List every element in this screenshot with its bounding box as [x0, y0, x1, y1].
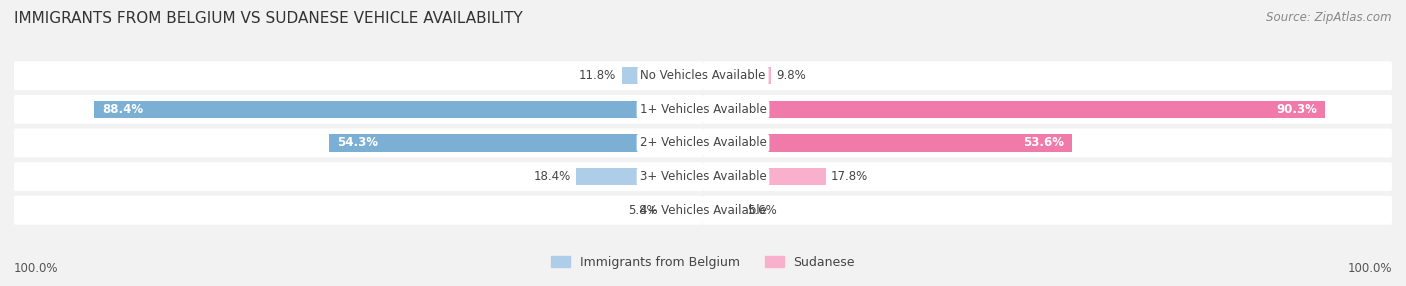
Text: 5.8%: 5.8% — [628, 204, 658, 217]
FancyBboxPatch shape — [703, 162, 1392, 191]
Text: 17.8%: 17.8% — [831, 170, 869, 183]
Text: 100.0%: 100.0% — [14, 262, 59, 275]
FancyBboxPatch shape — [14, 128, 703, 158]
Text: 100.0%: 100.0% — [1347, 262, 1392, 275]
Text: No Vehicles Available: No Vehicles Available — [640, 69, 766, 82]
FancyBboxPatch shape — [14, 61, 703, 90]
FancyBboxPatch shape — [703, 95, 1392, 124]
Text: 53.6%: 53.6% — [1024, 136, 1064, 150]
Text: Source: ZipAtlas.com: Source: ZipAtlas.com — [1267, 11, 1392, 24]
Bar — [703, 67, 770, 84]
Bar — [94, 101, 703, 118]
Text: 90.3%: 90.3% — [1277, 103, 1317, 116]
Bar — [703, 168, 825, 185]
Text: 54.3%: 54.3% — [337, 136, 378, 150]
FancyBboxPatch shape — [703, 196, 1392, 225]
Bar — [703, 202, 741, 219]
Text: 1+ Vehicles Available: 1+ Vehicles Available — [640, 103, 766, 116]
Text: 3+ Vehicles Available: 3+ Vehicles Available — [640, 170, 766, 183]
FancyBboxPatch shape — [703, 128, 1392, 158]
Text: 88.4%: 88.4% — [103, 103, 143, 116]
FancyBboxPatch shape — [14, 95, 703, 124]
Text: 9.8%: 9.8% — [776, 69, 806, 82]
Text: 2+ Vehicles Available: 2+ Vehicles Available — [640, 136, 766, 150]
Text: IMMIGRANTS FROM BELGIUM VS SUDANESE VEHICLE AVAILABILITY: IMMIGRANTS FROM BELGIUM VS SUDANESE VEHI… — [14, 11, 523, 26]
FancyBboxPatch shape — [14, 162, 703, 191]
FancyBboxPatch shape — [703, 61, 1392, 90]
Text: 4+ Vehicles Available: 4+ Vehicles Available — [640, 204, 766, 217]
Bar — [576, 168, 703, 185]
Text: 5.6%: 5.6% — [747, 204, 778, 217]
Text: 18.4%: 18.4% — [533, 170, 571, 183]
Bar — [703, 101, 1324, 118]
Bar — [703, 134, 1073, 152]
Bar — [621, 67, 703, 84]
Text: 11.8%: 11.8% — [579, 69, 616, 82]
Bar — [329, 134, 703, 152]
Legend: Immigrants from Belgium, Sudanese: Immigrants from Belgium, Sudanese — [551, 255, 855, 269]
Bar — [664, 202, 703, 219]
FancyBboxPatch shape — [14, 196, 703, 225]
